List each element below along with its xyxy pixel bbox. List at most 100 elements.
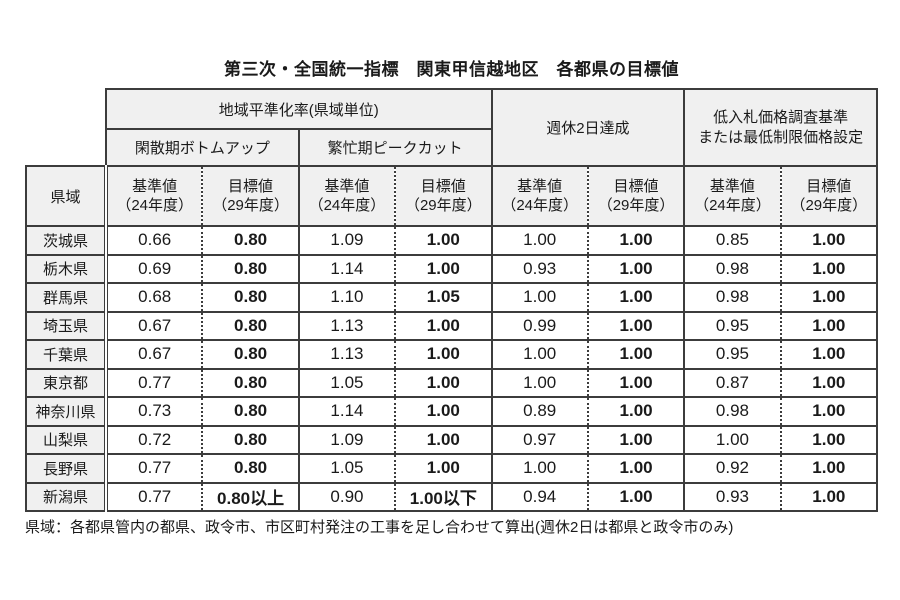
value-cell: 1.00: [394, 424, 492, 454]
spacer-cell: [26, 89, 106, 166]
value-cell: 1.00: [490, 367, 588, 397]
table-row-nagano: 長野県 0.77 0.80 1.05 1.00 1.00 1.00 0.92 1…: [25, 453, 879, 483]
value-cell: 0.93: [683, 481, 781, 512]
base-value-header-4: 基準値 （24年度）: [683, 165, 781, 226]
value-cell: 0.97: [490, 424, 588, 454]
value-cell: 0.98: [683, 253, 781, 283]
value-cell: 0.98: [683, 282, 781, 312]
value-cell: 1.14: [297, 253, 396, 283]
value-cell: 1.00: [394, 253, 492, 283]
value-cell: 1.00: [586, 424, 685, 454]
value-cell: 0.80: [201, 367, 299, 397]
value-cell: 1.00: [586, 481, 685, 512]
group-header-low-bid-line2: または最低制限価格設定: [698, 128, 864, 146]
value-cell: 1.00: [779, 253, 879, 283]
prefecture-name: 東京都: [25, 367, 106, 397]
prefecture-name: 千葉県: [25, 339, 106, 369]
value-cell: 0.99: [490, 310, 588, 340]
value-cell: 1.00: [779, 481, 879, 512]
value-cell: 0.73: [103, 396, 203, 426]
value-cell: 0.68: [103, 282, 203, 312]
value-cell: 0.67: [103, 339, 203, 369]
value-cell: 0.94: [490, 481, 588, 512]
goal-value-header-3: 目標値 （29年度）: [586, 165, 685, 226]
group-header-row-1: 地域平準化率(県域単位) 週休2日達成 低入札価格調査基準 または最低制限価格設…: [26, 88, 878, 166]
table-row-tochigi: 栃木県 0.69 0.80 1.14 1.00 0.93 1.00 0.98 1…: [25, 253, 879, 283]
value-cell: 1.09: [297, 424, 396, 454]
value-cell: 1.00: [779, 396, 879, 426]
value-cell: 1.00: [394, 453, 492, 483]
prefecture-name: 群馬県: [25, 282, 106, 312]
value-cell: 0.95: [683, 310, 781, 340]
value-cell: 1.00: [586, 367, 685, 397]
value-cell: 1.00: [586, 225, 685, 255]
goal-value-header-4: 目標値 （29年度）: [779, 165, 879, 226]
prefecture-name: 茨城県: [25, 225, 106, 255]
page-title: 第三次・全国統一指標 関東甲信越地区 各都県の目標値: [224, 60, 679, 79]
value-cell: 1.00: [586, 339, 685, 369]
prefecture-column-header: 県域: [25, 165, 106, 226]
value-cell: 0.69: [103, 253, 203, 283]
value-cell: 1.05: [297, 453, 396, 483]
value-cell: 0.80: [201, 253, 299, 283]
value-cell: 0.72: [103, 424, 203, 454]
value-cell: 0.89: [490, 396, 588, 426]
subgroup-header-peak-cut: 繁忙期ピークカット: [297, 128, 492, 166]
group-header-low-bid-line1: 低入札価格調査基準: [713, 109, 849, 126]
value-cell: 1.00: [779, 453, 879, 483]
value-cell: 0.80: [201, 310, 299, 340]
base-value-header-2: 基準値 （24年度）: [297, 165, 396, 226]
table-row-saitama: 埼玉県 0.67 0.80 1.13 1.00 0.99 1.00 0.95 1…: [25, 310, 879, 340]
value-cell: 1.00: [683, 424, 781, 454]
group-header-regional-leveling: 地域平準化率(県域単位): [105, 88, 492, 129]
value-cell: 1.00: [490, 282, 588, 312]
value-cell: 0.77: [103, 453, 203, 483]
prefecture-name: 栃木県: [25, 253, 106, 283]
targets-table: 地域平準化率(県域単位) 週休2日達成 低入札価格調査基準 または最低制限価格設…: [25, 88, 879, 512]
value-cell: 1.09: [297, 225, 396, 255]
table-row-kanagawa: 神奈川県 0.73 0.80 1.14 1.00 0.89 1.00 0.98 …: [25, 396, 879, 426]
value-cell: 1.00: [394, 396, 492, 426]
value-cell: 1.00: [586, 253, 685, 283]
base-value-header-1: 基準値 （24年度）: [103, 165, 203, 226]
value-cell: 1.00: [490, 453, 588, 483]
value-cell: 0.85: [683, 225, 781, 255]
table-row-tokyo: 東京都 0.77 0.80 1.05 1.00 1.00 1.00 0.87 1…: [25, 367, 879, 397]
value-cell: 1.00: [394, 225, 492, 255]
value-cell: 1.00: [779, 310, 879, 340]
value-cell: 1.00: [586, 396, 685, 426]
value-cell: 1.00以下: [394, 481, 492, 512]
goal-value-header-1: 目標値 （29年度）: [201, 165, 299, 226]
base-value-header-3: 基準値 （24年度）: [490, 165, 588, 226]
prefecture-name: 山梨県: [25, 424, 106, 454]
value-cell: 0.87: [683, 367, 781, 397]
value-cell: 1.13: [297, 310, 396, 340]
value-cell: 0.80: [201, 282, 299, 312]
goal-value-header-2: 目標値 （29年度）: [394, 165, 492, 226]
table-row-chiba: 千葉県 0.67 0.80 1.13 1.00 1.00 1.00 0.95 1…: [25, 339, 879, 369]
value-cell: 0.77: [103, 481, 203, 512]
value-cell: 0.93: [490, 253, 588, 283]
value-cell: 1.00: [394, 339, 492, 369]
value-cell: 1.00: [394, 367, 492, 397]
value-cell: 0.80: [201, 225, 299, 255]
subgroup-header-offpeak-bottom-up: 閑散期ボトムアップ: [105, 128, 299, 166]
value-cell: 0.80: [201, 424, 299, 454]
value-cell: 1.00: [779, 424, 879, 454]
table-row-gunma: 群馬県 0.68 0.80 1.10 1.05 1.00 1.00 0.98 1…: [25, 282, 879, 312]
prefecture-name: 埼玉県: [25, 310, 106, 340]
prefecture-name: 神奈川県: [25, 396, 106, 426]
group-header-row-2: 閑散期ボトムアップ 繁忙期ピークカット: [26, 128, 877, 166]
value-cell: 1.05: [297, 367, 396, 397]
value-cell: 1.00: [779, 367, 879, 397]
value-cell: 1.00: [586, 453, 685, 483]
value-cell: 0.80以上: [201, 481, 299, 512]
value-cell: 1.05: [394, 282, 492, 312]
value-cell: 0.66: [103, 225, 203, 255]
group-header-two-day-weekend: 週休2日達成: [490, 88, 685, 166]
value-cell: 0.95: [683, 339, 781, 369]
value-cell: 1.00: [490, 225, 588, 255]
value-cell: 1.00: [779, 282, 879, 312]
value-cell: 1.00: [586, 282, 685, 312]
